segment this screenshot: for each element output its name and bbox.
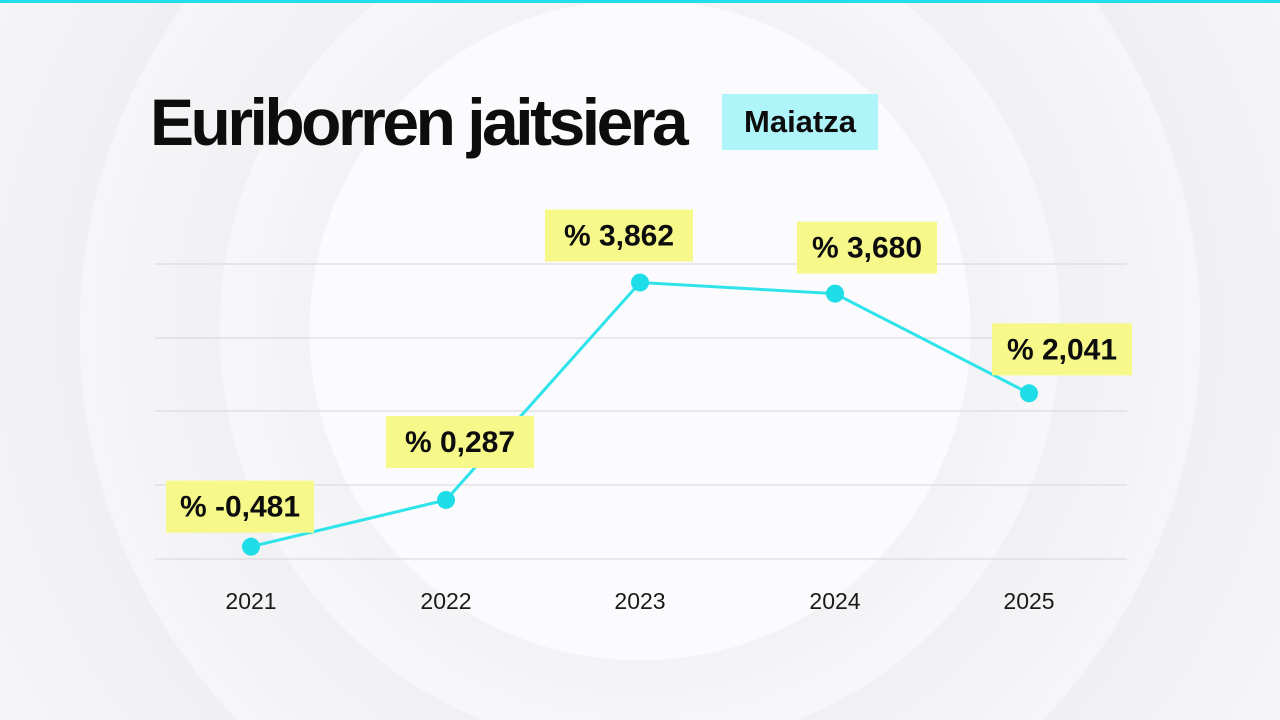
x-tick-label: 2022 <box>420 588 471 614</box>
x-tick-label: 2025 <box>1003 588 1054 614</box>
data-label-box <box>166 480 314 533</box>
data-label: % -0,481 <box>180 491 300 524</box>
data-point <box>1020 384 1038 403</box>
month-badge: Maiatza <box>722 94 878 150</box>
data-point <box>242 537 260 556</box>
data-label-box <box>386 415 534 468</box>
data-label-box <box>992 323 1132 376</box>
x-tick-label: 2021 <box>225 588 276 614</box>
data-point <box>631 273 649 292</box>
x-tick-label: 2024 <box>809 588 860 614</box>
data-label-box <box>797 221 937 274</box>
chart-title: Euriborren jaitsiera <box>150 85 689 159</box>
data-point <box>826 284 844 303</box>
data-label: % 0,287 <box>405 426 515 459</box>
series-line <box>250 281 1030 549</box>
data-point <box>437 490 455 509</box>
x-tick-label: 2023 <box>614 588 665 614</box>
data-label: % 2,041 <box>1007 333 1117 366</box>
data-label: % 3,680 <box>812 232 922 265</box>
data-label: % 3,862 <box>564 220 674 253</box>
data-label-box <box>545 209 693 262</box>
top-accent-rule <box>0 0 1280 3</box>
